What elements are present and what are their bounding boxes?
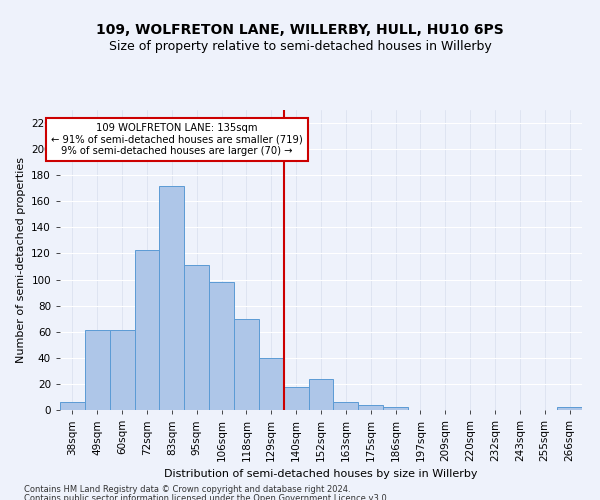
Bar	[308, 378, 334, 410]
Bar	[160, 186, 184, 410]
Text: 109, WOLFRETON LANE, WILLERBY, HULL, HU10 6PS: 109, WOLFRETON LANE, WILLERBY, HULL, HU1…	[96, 22, 504, 36]
Bar	[284, 386, 308, 410]
Bar	[557, 408, 582, 410]
Bar	[85, 330, 110, 410]
Text: Size of property relative to semi-detached houses in Willerby: Size of property relative to semi-detach…	[109, 40, 491, 53]
Y-axis label: Number of semi-detached properties: Number of semi-detached properties	[16, 157, 26, 363]
Bar	[234, 318, 259, 410]
Bar	[134, 250, 160, 410]
Bar	[60, 402, 85, 410]
Text: 109 WOLFRETON LANE: 135sqm
← 91% of semi-detached houses are smaller (719)
9% of: 109 WOLFRETON LANE: 135sqm ← 91% of semi…	[51, 123, 303, 156]
Bar	[383, 408, 408, 410]
Bar	[209, 282, 234, 410]
Bar	[184, 265, 209, 410]
Bar	[358, 405, 383, 410]
Bar	[259, 358, 284, 410]
X-axis label: Distribution of semi-detached houses by size in Willerby: Distribution of semi-detached houses by …	[164, 470, 478, 480]
Bar	[110, 330, 134, 410]
Text: Contains public sector information licensed under the Open Government Licence v3: Contains public sector information licen…	[24, 494, 389, 500]
Text: Contains HM Land Registry data © Crown copyright and database right 2024.: Contains HM Land Registry data © Crown c…	[24, 485, 350, 494]
Bar	[334, 402, 358, 410]
